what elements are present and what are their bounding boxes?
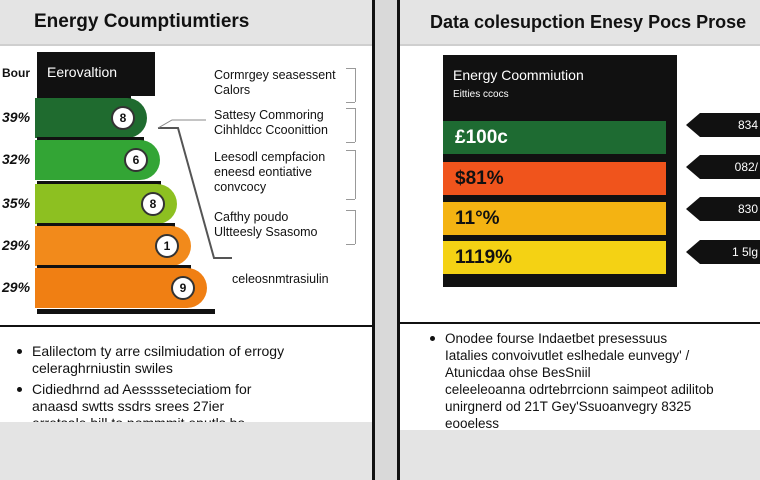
bullet-dot (17, 349, 22, 354)
side-note-line: Sattesy Commoring (214, 108, 324, 122)
rating-icon: 9 (171, 276, 195, 300)
note-tick (346, 210, 355, 211)
chart-subtitle: Eitties ccocs (453, 89, 509, 100)
bar-shelf-bottom (37, 309, 215, 314)
side-note: celeosnmtrasiulin (232, 272, 329, 287)
rating-left-label: 29% (2, 237, 31, 253)
chart-title: Energy Coommiution (453, 67, 584, 83)
rating-icon: 1 (155, 234, 179, 258)
bullet-line: celeeleoanna odrtebrrcionn saimpeot adil… (445, 382, 714, 397)
side-note-line: eneesd eontiative (214, 165, 312, 179)
note-tick (346, 102, 355, 103)
bar-shelf (37, 181, 161, 186)
bullet-line: celeraghrniustin swiles (32, 360, 173, 376)
bullet-item: Onodee fourse Indaetbet presessuus Iatali… (430, 330, 714, 432)
note-tick (346, 199, 355, 200)
bullet-line: unirgnerd od 21T Gey'Ssuoanvegry 8325 (445, 399, 692, 414)
side-note: Sattesy Commoring Cihhldcc Ccoonittion (214, 108, 328, 138)
side-note: Cormrgey seasessent Calors (214, 68, 336, 98)
left-divider (0, 325, 372, 327)
note-bracket (355, 150, 356, 199)
consumption-bar: $81% (443, 162, 666, 195)
rating-icon: 6 (124, 148, 148, 172)
right-footer (400, 430, 760, 480)
bullet-dot (430, 336, 435, 341)
right-panel-title: Data colesupction Enesy Pocs Prose (400, 0, 760, 46)
bullet-dot (17, 387, 22, 392)
rating-left-label: 29% (2, 279, 31, 295)
value-tag: 830 (686, 197, 760, 221)
right-divider (400, 322, 760, 324)
consumption-bar: 1119% (443, 241, 666, 274)
side-note-line: convcocy (214, 180, 267, 194)
side-note: Cafthy poudo Ultteesly Ssasomo (214, 210, 318, 240)
bullet-line: Onodee fourse Indaetbet presessuus (445, 331, 668, 346)
note-bracket (355, 108, 356, 142)
value-tag: 834 (686, 113, 760, 137)
side-note-line: Calors (214, 83, 251, 97)
note-tick (346, 244, 355, 245)
consumption-bar: 11°% (443, 202, 666, 235)
bullet-line: Ealilectom ty arre csilmiudation of erro… (32, 343, 285, 359)
left-footer (0, 422, 372, 480)
side-note-line: Cafthy poudo (214, 210, 289, 224)
note-tick (346, 150, 355, 151)
note-bracket (355, 210, 356, 244)
note-tick (346, 108, 355, 109)
bullet-line: eooeless (445, 416, 500, 431)
bullet-line: Atunicdaa ohse BesSniil (445, 365, 591, 380)
bullet-line: anaasd swtts ssdrs srees 27ier (32, 398, 225, 414)
side-note-line: Cihhldcc Ccoonittion (214, 123, 328, 137)
bar-shelf (37, 223, 175, 228)
side-note: Leesodl cempfacion eneesd eontiative convc… (214, 150, 325, 195)
rating-icon: 8 (141, 192, 165, 216)
side-note-line: celeosnmtrasiulin (232, 272, 329, 286)
consumption-bar: £100c (443, 121, 666, 154)
rating-left-label: 32% (2, 151, 31, 167)
bullet-line: Iatalies convoivutlet eslhedale eunvegy'… (445, 348, 690, 363)
note-bracket (355, 68, 356, 102)
rating-left-label: 35% (2, 195, 31, 211)
bar-shelf (37, 265, 191, 270)
bullet-item: Ealilectom ty arre csilmiudation of erro… (17, 343, 285, 377)
side-note-line: Ultteesly Ssasomo (214, 225, 318, 239)
evaluation-header: Eerovaltion (37, 52, 155, 96)
left-panel: Energy Coumptiumtiers Bour Eerovaltion 8… (0, 0, 375, 480)
connector-lines (157, 119, 232, 259)
rating-icon: 8 (111, 106, 135, 130)
side-note-line: Leesodl cempfacion (214, 150, 326, 164)
right-panel: Data colesupction Enesy Pocs Prose Energ… (397, 0, 760, 480)
left-panel-title: Energy Coumptiumtiers (0, 0, 372, 46)
top-left-label: Bour (2, 66, 30, 80)
bullet-line: Cidiedhrnd ad Aesssseteciatiom for (32, 381, 252, 397)
rating-left-label: 39% (2, 109, 31, 125)
note-tick (346, 68, 355, 69)
bar-shelf (37, 137, 144, 142)
bar-shelf (37, 95, 131, 100)
side-note-line: Cormrgey seasessent (214, 68, 336, 82)
note-tick (346, 142, 355, 143)
value-tag: 082/ (686, 155, 760, 179)
value-tag: 1 5lg (686, 240, 760, 264)
